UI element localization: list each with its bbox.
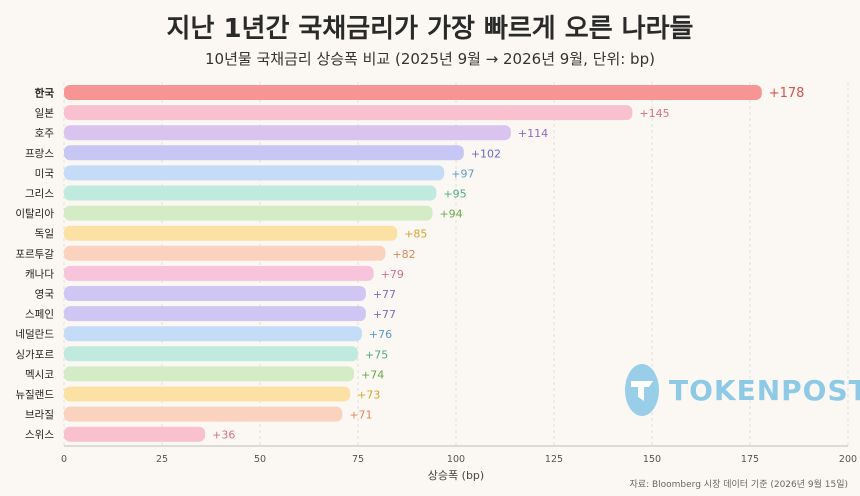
bar-12 — [64, 326, 362, 342]
tokenpost-logo-text: TOKENPOST — [669, 373, 860, 407]
bar-4 — [64, 165, 445, 181]
x-tick-label: 100 — [447, 454, 465, 465]
x-tick-label: 200 — [839, 454, 857, 465]
value-label: +85 — [404, 228, 427, 241]
category-label: 뉴질랜드 — [15, 389, 54, 401]
category-label: 캐나다 — [25, 268, 54, 280]
value-label: +71 — [349, 409, 372, 422]
category-label: 네덜란드 — [15, 329, 54, 341]
source-note: 자료: Bloomberg 시장 데이터 기준 (2026년 9월 15일) — [629, 480, 848, 490]
x-tick-label: 75 — [352, 454, 364, 465]
bar-15 — [64, 386, 351, 402]
value-label: +145 — [639, 107, 669, 120]
bar-6 — [64, 205, 433, 221]
bar-10 — [64, 286, 366, 301]
category-label: 이탈리아 — [15, 207, 54, 220]
bar-13 — [64, 346, 358, 362]
category-label: 포르투갈 — [15, 247, 54, 260]
x-tick-label: 150 — [643, 454, 661, 465]
bar-5 — [64, 185, 437, 201]
x-tick-label: 175 — [741, 454, 759, 465]
value-label: +82 — [392, 248, 415, 261]
bar-7 — [64, 225, 398, 241]
tokenpost-logo-icon — [625, 364, 659, 416]
bar-3 — [64, 145, 464, 161]
category-label: 호주 — [35, 128, 55, 140]
tokenpost-logo: TOKENPOST — [625, 362, 860, 418]
value-label: +77 — [373, 288, 396, 301]
bar-14 — [64, 366, 355, 382]
bar-2 — [64, 125, 511, 141]
value-label: +73 — [357, 389, 380, 402]
value-label: +36 — [212, 429, 235, 442]
x-tick-label: 0 — [61, 454, 67, 465]
category-label: 싱가포르 — [15, 349, 54, 361]
x-axis-label: 상승폭 (bp) — [428, 469, 484, 482]
category-label: 스위스 — [25, 428, 54, 441]
category-label: 일본 — [35, 107, 55, 120]
bar-17 — [64, 426, 206, 442]
x-tick-label: 125 — [545, 454, 563, 465]
value-label: +74 — [361, 368, 384, 381]
bar-11 — [64, 306, 366, 322]
value-label: +76 — [369, 328, 392, 341]
value-label: +97 — [451, 167, 474, 180]
bar-8 — [64, 245, 386, 261]
bar-9 — [64, 265, 374, 281]
category-label: 멕시코 — [25, 369, 54, 381]
category-label: 브라질 — [25, 409, 54, 421]
value-label: +95 — [443, 188, 466, 201]
x-tick-label: 25 — [156, 454, 168, 465]
chart-title: 지난 1년간 국채금리가 가장 빠르게 오른 나라들 — [166, 14, 694, 44]
category-label: 그리스 — [25, 188, 54, 200]
category-label: 독일 — [35, 227, 54, 240]
category-label: 미국 — [35, 168, 55, 180]
category-label: 영국 — [35, 289, 55, 301]
value-label: +178 — [769, 86, 805, 101]
value-label: +75 — [365, 348, 388, 361]
category-label: 프랑스 — [25, 148, 54, 160]
category-label: 스페인 — [25, 309, 54, 321]
x-tick-label: 50 — [254, 454, 266, 465]
bar-0 — [64, 85, 762, 100]
category-label: 한국 — [35, 87, 55, 100]
value-label: +94 — [439, 208, 462, 221]
bar-1 — [64, 105, 633, 121]
value-label: +79 — [381, 268, 404, 281]
value-label: +102 — [471, 147, 501, 160]
value-label: +114 — [518, 127, 548, 140]
bar-16 — [64, 406, 343, 422]
value-label: +77 — [373, 308, 396, 321]
chart-subtitle: 10년물 국채금리 상승폭 비교 (2025년 9월 → 2026년 9월, 단… — [205, 50, 655, 68]
